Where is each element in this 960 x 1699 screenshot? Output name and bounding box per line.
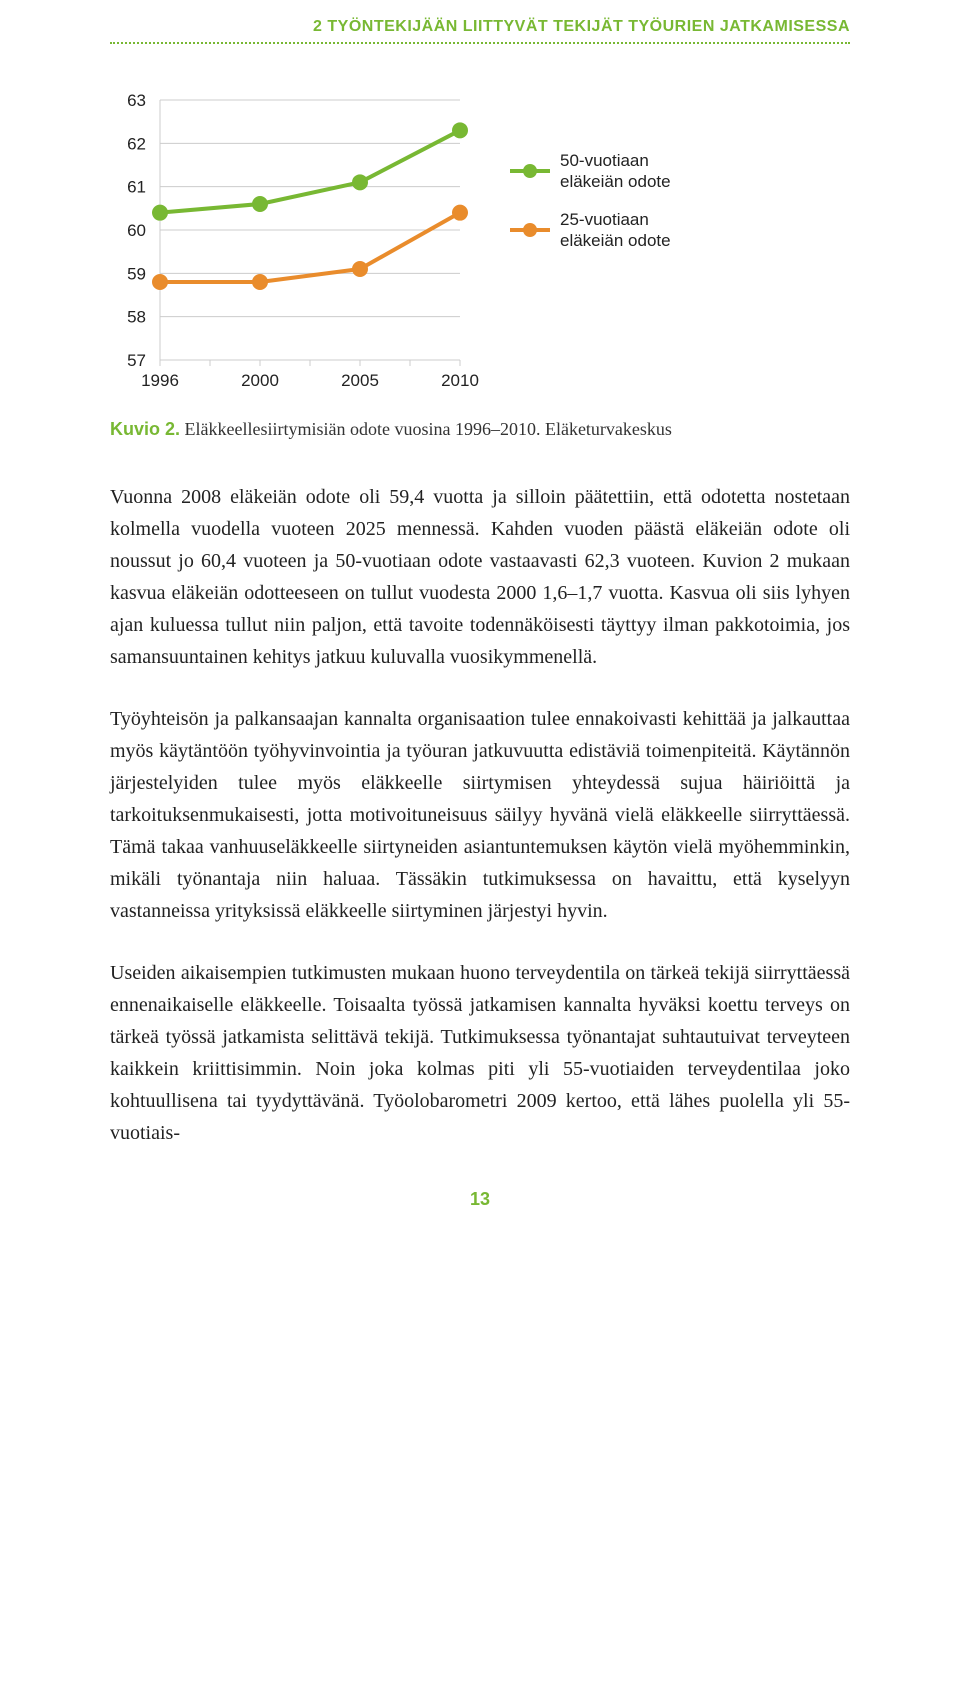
figure-caption-label: Kuvio 2. — [110, 419, 180, 439]
legend-item-50v: 50-vuotiaan eläkeiän odote — [510, 150, 671, 193]
svg-text:60: 60 — [127, 221, 146, 240]
legend-label-25v-line1: 25-vuotiaan — [560, 210, 649, 229]
svg-text:62: 62 — [127, 134, 146, 153]
svg-text:57: 57 — [127, 351, 146, 370]
kuvio-2-chart-block: 57 58 59 60 61 62 63 1996 2000 2005 2010 50-vuoti… — [110, 80, 850, 400]
body-text: Vuonna 2008 eläkeiän odote oli 59,4 vuot… — [110, 481, 850, 1149]
paragraph-2: Työyhteisön ja palkansaajan kannalta org… — [110, 703, 850, 927]
chart-legend: 50-vuotiaan eläkeiän odote 25-vuotiaan e… — [510, 150, 671, 267]
svg-text:2010: 2010 — [441, 371, 479, 390]
svg-text:61: 61 — [127, 178, 146, 197]
svg-text:2000: 2000 — [241, 371, 279, 390]
legend-label-50v-line2: eläkeiän odote — [560, 172, 671, 191]
paragraph-3: Useiden aikaisempien tutkimusten mukaan … — [110, 957, 850, 1149]
section-header: 2 TYÖNTEKIJÄÄN LIITTYVÄT TEKIJÄT TYÖURIE… — [110, 0, 850, 36]
svg-text:2005: 2005 — [341, 371, 379, 390]
legend-label-50v-line1: 50-vuotiaan — [560, 151, 649, 170]
figure-caption-text: Eläkkeellesiirtymisiän odote vuosina 199… — [185, 419, 672, 439]
figure-caption: Kuvio 2. Eläkkeellesiirtymisiän odote vu… — [110, 416, 850, 443]
kuvio-2-line-chart: 57 58 59 60 61 62 63 1996 2000 2005 2010 — [110, 80, 480, 400]
legend-swatch-25v — [510, 228, 550, 232]
legend-swatch-50v — [510, 169, 550, 173]
header-dotted-divider — [110, 42, 850, 44]
legend-label-25v-line2: eläkeiän odote — [560, 231, 671, 250]
paragraph-1: Vuonna 2008 eläkeiän odote oli 59,4 vuot… — [110, 481, 850, 673]
svg-text:63: 63 — [127, 91, 146, 110]
svg-text:1996: 1996 — [141, 371, 179, 390]
legend-item-25v: 25-vuotiaan eläkeiän odote — [510, 209, 671, 252]
page-number: 13 — [110, 1189, 850, 1210]
svg-text:58: 58 — [127, 308, 146, 327]
svg-text:59: 59 — [127, 264, 146, 283]
